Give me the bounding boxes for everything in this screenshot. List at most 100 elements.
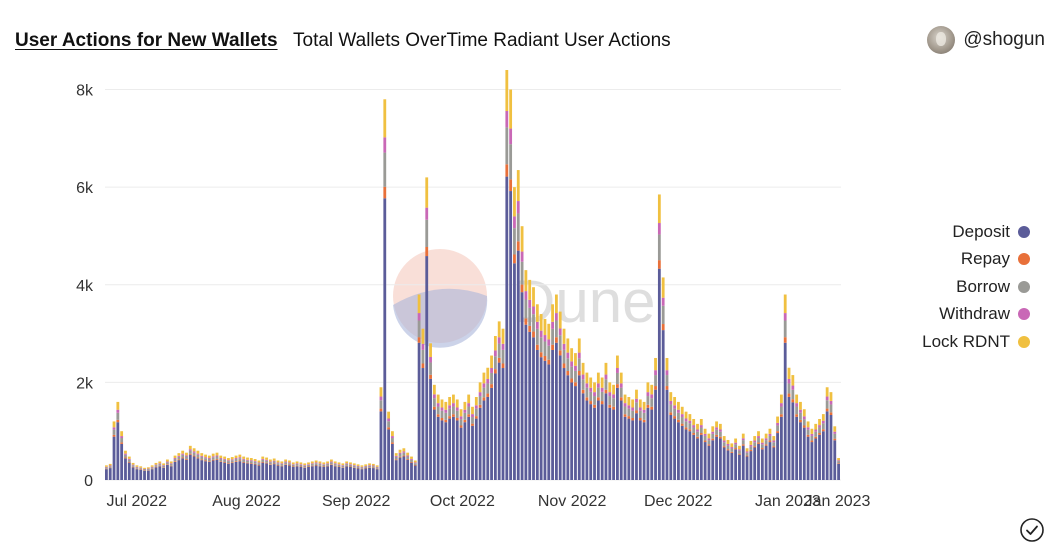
bar-segment-lock-rdnt[interactable]	[539, 314, 543, 331]
bar-segment-repay[interactable]	[318, 465, 322, 467]
bar-segment-repay[interactable]	[627, 416, 631, 419]
bar-segment-withdraw[interactable]	[753, 440, 757, 443]
bar-segment-repay[interactable]	[802, 425, 806, 428]
bar-segment-repay[interactable]	[551, 344, 554, 350]
bar-segment-repay[interactable]	[509, 179, 513, 192]
bar-segment-repay[interactable]	[349, 466, 352, 467]
bar-segment-repay[interactable]	[238, 460, 242, 462]
bar-segment-repay[interactable]	[562, 363, 566, 369]
bar-segment-deposit[interactable]	[608, 407, 612, 480]
bar-segment-withdraw[interactable]	[162, 465, 166, 466]
bar-segment-lock-rdnt[interactable]	[825, 387, 829, 397]
bar-segment-withdraw[interactable]	[352, 465, 356, 466]
bar-segment-repay[interactable]	[814, 436, 818, 439]
bar-segment-borrow[interactable]	[501, 349, 505, 364]
bar-segment-deposit[interactable]	[150, 469, 154, 480]
bar-segment-repay[interactable]	[410, 461, 413, 463]
bar-segment-lock-rdnt[interactable]	[280, 461, 284, 464]
bar-segment-withdraw[interactable]	[543, 335, 547, 342]
bar-segment-lock-rdnt[interactable]	[387, 411, 391, 419]
bar-segment-deposit[interactable]	[745, 456, 749, 480]
bar-segment-withdraw[interactable]	[474, 405, 478, 409]
bar-segment-borrow[interactable]	[791, 389, 795, 400]
bar-segment-deposit[interactable]	[318, 466, 322, 480]
bar-segment-lock-rdnt[interactable]	[722, 436, 726, 441]
bar-segment-repay[interactable]	[726, 449, 730, 451]
bar-segment-deposit[interactable]	[779, 416, 783, 480]
bar-segment-deposit[interactable]	[791, 402, 795, 480]
bar-segment-withdraw[interactable]	[467, 403, 471, 407]
bar-segment-deposit[interactable]	[448, 418, 452, 480]
bar-segment-repay[interactable]	[333, 465, 337, 467]
bar-segment-lock-rdnt[interactable]	[806, 421, 810, 428]
bar-segment-deposit[interactable]	[757, 443, 760, 480]
bar-segment-lock-rdnt[interactable]	[402, 448, 406, 452]
bar-segment-repay[interactable]	[696, 436, 699, 439]
bar-segment-borrow[interactable]	[436, 406, 440, 415]
bar-segment-borrow[interactable]	[486, 383, 490, 394]
bar-segment-lock-rdnt[interactable]	[207, 455, 211, 459]
bar-segment-lock-rdnt[interactable]	[627, 397, 631, 406]
bar-segment-withdraw[interactable]	[135, 466, 139, 468]
bar-segment-repay[interactable]	[707, 444, 711, 446]
bar-segment-borrow[interactable]	[818, 427, 821, 434]
bar-segment-repay[interactable]	[280, 465, 284, 467]
bar-segment-borrow[interactable]	[150, 467, 154, 469]
bar-segment-deposit[interactable]	[654, 389, 657, 480]
bar-segment-borrow[interactable]	[379, 400, 383, 409]
bar-segment-deposit[interactable]	[166, 464, 169, 480]
bar-segment-withdraw[interactable]	[638, 407, 642, 411]
bar-segment-withdraw[interactable]	[616, 367, 619, 373]
bar-segment-borrow[interactable]	[677, 412, 680, 420]
bar-segment-borrow[interactable]	[745, 452, 749, 456]
bar-segment-lock-rdnt[interactable]	[482, 372, 486, 384]
bar-segment-repay[interactable]	[196, 457, 200, 459]
bar-segment-borrow[interactable]	[417, 320, 421, 338]
bar-segment-repay[interactable]	[478, 404, 482, 408]
bar-segment-withdraw[interactable]	[776, 422, 779, 426]
bar-segment-withdraw[interactable]	[810, 433, 814, 436]
bar-segment-lock-rdnt[interactable]	[177, 453, 181, 456]
bar-segment-borrow[interactable]	[192, 452, 196, 456]
bar-segment-lock-rdnt[interactable]	[467, 394, 471, 404]
bar-segment-withdraw[interactable]	[383, 137, 387, 153]
bar-segment-lock-rdnt[interactable]	[505, 70, 509, 111]
bar-segment-borrow[interactable]	[543, 341, 547, 356]
bar-segment-deposit[interactable]	[158, 466, 162, 480]
bar-segment-lock-rdnt[interactable]	[749, 440, 753, 445]
bar-segment-deposit[interactable]	[268, 464, 272, 480]
bar-segment-borrow[interactable]	[154, 465, 158, 467]
bar-segment-deposit[interactable]	[288, 465, 291, 480]
bar-segment-borrow[interactable]	[734, 444, 738, 449]
bar-segment-repay[interactable]	[638, 417, 642, 421]
bar-segment-withdraw[interactable]	[654, 370, 657, 376]
bar-segment-borrow[interactable]	[284, 462, 288, 465]
bar-segment-deposit[interactable]	[753, 447, 757, 480]
bar-segment-lock-rdnt[interactable]	[112, 421, 116, 428]
bar-segment-lock-rdnt[interactable]	[391, 431, 394, 437]
bar-segment-lock-rdnt[interactable]	[257, 460, 261, 463]
bar-segment-withdraw[interactable]	[246, 459, 249, 461]
bar-segment-withdraw[interactable]	[818, 425, 821, 428]
bar-segment-lock-rdnt[interactable]	[757, 431, 760, 437]
bar-segment-lock-rdnt[interactable]	[745, 448, 749, 452]
bar-segment-deposit[interactable]	[764, 445, 768, 480]
bar-segment-repay[interactable]	[493, 369, 497, 374]
bar-segment-lock-rdnt[interactable]	[333, 461, 337, 464]
bar-segment-withdraw[interactable]	[112, 427, 116, 430]
bar-segment-deposit[interactable]	[772, 447, 776, 480]
bar-segment-deposit[interactable]	[185, 459, 188, 480]
bar-segment-borrow[interactable]	[688, 423, 692, 430]
bar-segment-repay[interactable]	[352, 467, 356, 468]
bar-segment-lock-rdnt[interactable]	[310, 461, 314, 464]
bar-segment-deposit[interactable]	[520, 292, 524, 480]
bar-segment-deposit[interactable]	[554, 342, 558, 480]
bar-segment-borrow[interactable]	[516, 213, 520, 242]
bar-segment-withdraw[interactable]	[604, 374, 608, 380]
legend-item-withdraw[interactable]: Withdraw	[900, 301, 1030, 329]
bar-segment-deposit[interactable]	[677, 422, 680, 480]
bar-segment-repay[interactable]	[825, 408, 829, 412]
bar-segment-repay[interactable]	[154, 466, 158, 468]
bar-segment-deposit[interactable]	[703, 442, 707, 480]
bar-segment-borrow[interactable]	[288, 463, 291, 465]
